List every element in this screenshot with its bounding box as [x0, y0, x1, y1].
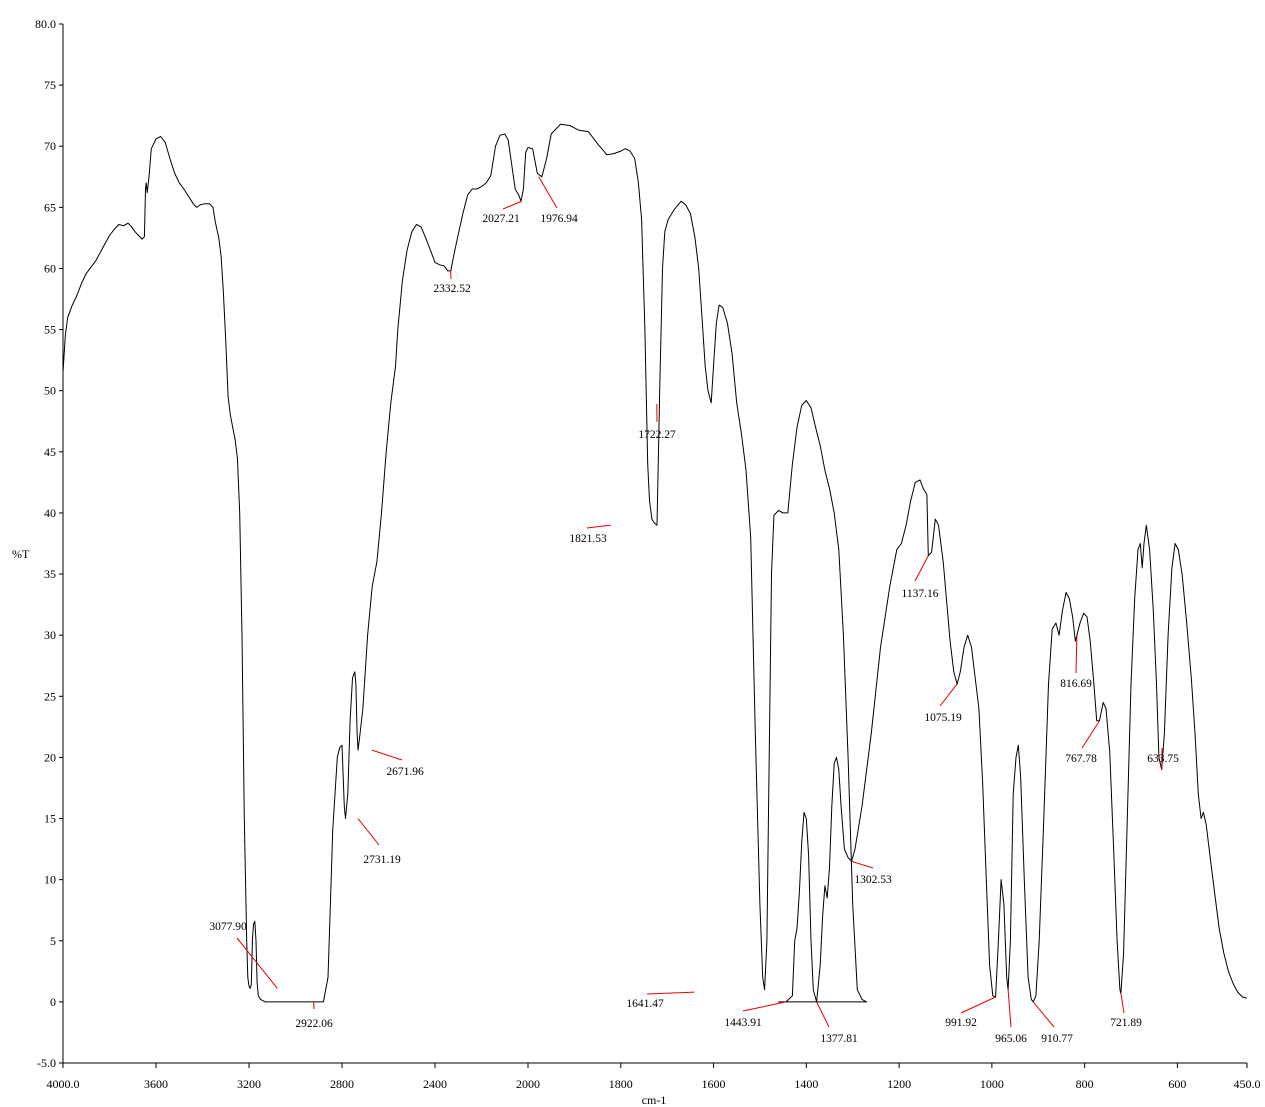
y-tick-label: 45: [44, 445, 56, 459]
peak-label: 2671.96: [386, 766, 424, 778]
y-tick-label: 25: [44, 689, 56, 703]
peak-leader-line: [743, 1002, 786, 1011]
x-tick-label: 800: [1076, 1077, 1094, 1091]
peak-label: 991.92: [945, 1017, 977, 1029]
peak-leader-line: [915, 556, 928, 581]
peak-label: 767.78: [1065, 753, 1097, 765]
peak-label: 1377.81: [820, 1033, 858, 1045]
y-tick-label: 0: [50, 995, 56, 1009]
peak-label: 1821.53: [569, 533, 607, 545]
peak-leader-line: [372, 750, 402, 760]
y-tick-label: 30: [44, 628, 56, 642]
y-tick-label: 70: [44, 139, 56, 153]
peak-leader-line: [1033, 1002, 1054, 1027]
y-tick-label: 55: [44, 323, 56, 337]
peak-label: 633.75: [1147, 753, 1179, 765]
spectrum-series: [63, 124, 1247, 1002]
y-tick-label: 40: [44, 506, 56, 520]
peak-label: 2922.06: [295, 1018, 333, 1030]
x-tick-label: 450.0: [1234, 1077, 1261, 1091]
x-tick-label: 1200: [887, 1077, 911, 1091]
y-tick-label: 35: [44, 567, 56, 581]
peak-leader-line: [940, 684, 957, 706]
peak-label: 3077.90: [209, 921, 247, 933]
y-tick-label: 50: [44, 384, 56, 398]
x-tick-label: 3600: [144, 1077, 168, 1091]
peak-leader-line: [358, 819, 379, 845]
peak-label: 816.69: [1060, 678, 1092, 690]
y-tick-label: 15: [44, 812, 56, 826]
y-tick-label: 10: [44, 873, 56, 887]
x-tick-label: 3200: [237, 1077, 261, 1091]
spectrum-line: [63, 124, 1247, 1002]
peak-leader-line: [961, 997, 996, 1013]
x-tick-label: 1400: [794, 1077, 818, 1091]
peak-label: 721.89: [1110, 1017, 1142, 1029]
peak-leader-line: [1082, 721, 1100, 748]
y-tick-label: 65: [44, 200, 56, 214]
x-axis: 4000.0 3600 3200 2800 2400 2000 1800 1600 1400 12…: [47, 1063, 1261, 1091]
y-tick-label: 20: [44, 750, 56, 764]
peak-label: 1976.94: [540, 213, 578, 225]
peak-label: 2027.21: [482, 213, 520, 225]
x-tick-label: 2400: [423, 1077, 447, 1091]
x-tick-label: 4000.0: [47, 1077, 80, 1091]
peak-leader-line: [1121, 993, 1124, 1013]
peak-leader-line: [587, 525, 611, 528]
peak-leader-line: [647, 992, 694, 994]
x-axis-label: cm-1: [642, 1093, 667, 1107]
peak-annotations: 3077.90 2922.06 2731.19 2671.96 2332.52 2027.…: [209, 177, 1179, 1045]
y-tick-label: 75: [44, 78, 56, 92]
peak-label: 2731.19: [363, 854, 401, 866]
y-tick-label: 60: [44, 261, 56, 275]
peak-label: 965.06: [995, 1033, 1027, 1045]
peak-label: 1302.53: [854, 874, 892, 886]
peak-label: 1641.47: [626, 998, 664, 1010]
peak-leader-line: [817, 1002, 829, 1027]
x-tick-label: 1600: [702, 1077, 726, 1091]
x-tick-label: 2000: [516, 1077, 540, 1091]
peak-leader-line: [1076, 635, 1077, 673]
peak-leader-line: [539, 177, 557, 208]
y-tick-label: -5.0: [37, 1056, 56, 1070]
peak-leader-line: [503, 201, 522, 209]
y-tick-label: 80.0: [35, 17, 56, 31]
x-tick-label: 1800: [609, 1077, 633, 1091]
peak-leader-line: [852, 861, 873, 868]
x-tick-label: 600: [1168, 1077, 1186, 1091]
x-tick-label: 2800: [330, 1077, 354, 1091]
peak-leader-line: [1008, 990, 1011, 1027]
peak-label: 1443.91: [724, 1017, 762, 1029]
y-tick-label: 5: [50, 934, 56, 948]
y-axis-label: %T: [12, 547, 30, 561]
x-tick-label: 1000: [980, 1077, 1004, 1091]
peak-label: 910.77: [1041, 1033, 1073, 1045]
peak-label: 1137.16: [902, 588, 939, 600]
peak-label: 1722.27: [638, 429, 676, 441]
peak-label: 1075.19: [924, 712, 962, 724]
peak-label: 2332.52: [433, 283, 471, 295]
